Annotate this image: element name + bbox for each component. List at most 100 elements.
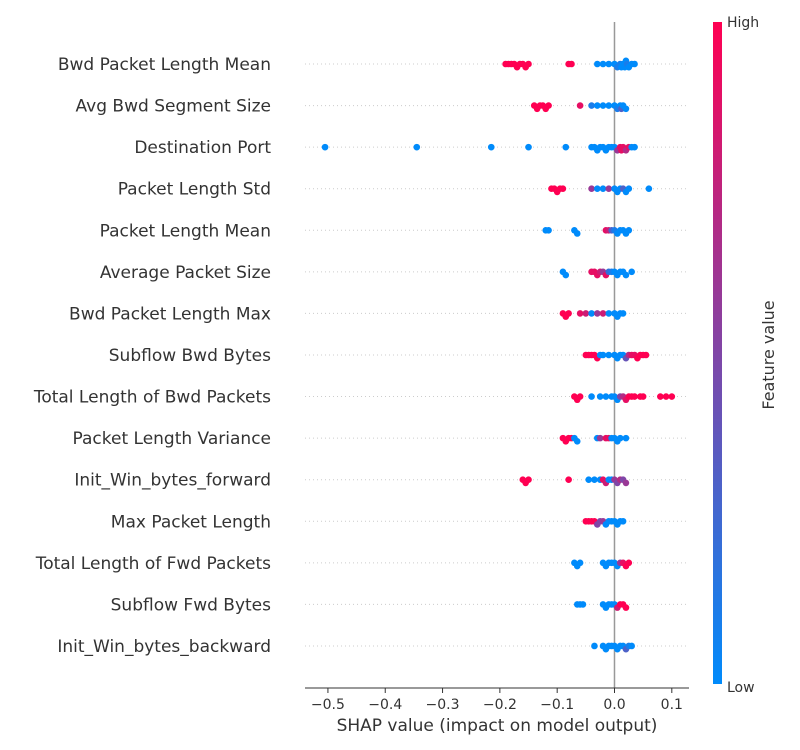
shap-point	[588, 393, 595, 400]
x-tick-label: −0.1	[540, 697, 574, 713]
shap-point	[625, 559, 633, 567]
shap-point	[596, 434, 604, 442]
feature-label: Bwd Packet Length Mean	[58, 55, 271, 75]
shap-point	[568, 60, 575, 68]
shap-point	[525, 476, 532, 484]
colorbar: High Low Feature value	[713, 15, 778, 696]
x-axis-label: SHAP value (impact on model output)	[337, 716, 658, 736]
shap-point	[487, 143, 495, 151]
feature-label: Packet Length Variance	[73, 429, 272, 449]
colorbar-title: Feature value	[759, 300, 778, 409]
shap-point	[559, 185, 567, 193]
shap-point	[545, 226, 552, 234]
shap-point	[622, 105, 630, 113]
feature-label: Subflow Fwd Bytes	[111, 595, 271, 615]
shap-point	[619, 310, 627, 317]
shap-point	[645, 185, 653, 193]
shap-point	[588, 185, 595, 193]
shap-point	[631, 393, 638, 400]
feature-label: Total Length of Bwd Packets	[33, 388, 271, 408]
shap-point	[565, 476, 572, 484]
shap-point	[657, 393, 664, 400]
shap-point	[625, 226, 633, 234]
shap-point	[525, 143, 532, 151]
shap-point	[576, 393, 584, 400]
shap-point	[619, 517, 627, 525]
shap-point	[599, 310, 607, 317]
shap-point	[593, 102, 601, 109]
shap-point	[593, 185, 601, 193]
shap-point	[579, 601, 587, 608]
shap-point	[588, 102, 595, 109]
shap-point	[628, 268, 635, 276]
shap-point	[605, 102, 613, 109]
feature-label: Subflow Bwd Bytes	[109, 346, 271, 366]
shap-point	[628, 642, 635, 650]
x-axis: −0.5 −0.4 −0.3 −0.2 −0.1 0.0 0.1	[305, 687, 689, 713]
shap-point	[591, 476, 598, 484]
x-tick-label: −0.5	[311, 697, 345, 713]
shap-point	[605, 60, 613, 68]
shap-point	[622, 479, 630, 487]
x-tick-label: −0.3	[426, 697, 460, 713]
shap-point	[605, 310, 613, 317]
x-tick-label: −0.4	[368, 697, 402, 713]
feature-label: Avg Bwd Segment Size	[76, 97, 271, 117]
shap-point	[591, 642, 598, 650]
shap-point	[573, 438, 581, 445]
shap-point	[631, 143, 638, 151]
shap-point	[622, 271, 630, 279]
shap-point	[525, 60, 532, 68]
shap-point	[599, 351, 607, 359]
shap-point	[413, 143, 421, 151]
shap-point	[622, 604, 630, 611]
feature-label: Destination Port	[134, 138, 271, 158]
x-tick-label: 0.1	[661, 697, 683, 713]
x-tick-label: −0.2	[483, 697, 517, 713]
shap-point	[631, 60, 638, 68]
feature-label: Total Length of Fwd Packets	[35, 554, 271, 574]
shap-point	[668, 393, 676, 400]
colorbar-high-label: High	[727, 15, 759, 31]
shap-point	[662, 393, 670, 400]
shap-points	[321, 57, 676, 653]
feature-label: Max Packet Length	[111, 512, 271, 532]
shap-point	[576, 559, 584, 567]
shap-point	[565, 310, 572, 317]
colorbar-low-label: Low	[727, 680, 755, 696]
shap-point	[616, 434, 624, 442]
shap-point	[576, 102, 584, 109]
shap-point	[593, 60, 601, 68]
shap-point	[593, 310, 601, 317]
shap-point	[599, 102, 607, 109]
shap-point	[588, 310, 595, 317]
shap-point	[599, 185, 607, 193]
shap-point	[622, 434, 630, 442]
feature-labels: Bwd Packet Length Mean Avg Bwd Segment Si…	[33, 55, 272, 657]
shap-point	[562, 271, 570, 279]
feature-label: Packet Length Mean	[100, 221, 271, 241]
shap-point	[576, 310, 584, 317]
feature-label: Init_Win_bytes_forward	[74, 471, 271, 491]
shap-point	[321, 143, 329, 151]
shap-point	[596, 393, 604, 400]
feature-label: Average Packet Size	[100, 263, 271, 283]
shap-point	[599, 60, 607, 68]
shap-point	[605, 185, 613, 193]
shap-point	[602, 393, 610, 400]
feature-label: Bwd Packet Length Max	[69, 304, 271, 324]
shap-point	[605, 351, 613, 359]
feature-label: Packet Length Std	[118, 180, 271, 200]
colorbar-gradient	[713, 22, 722, 684]
shap-point	[639, 393, 647, 400]
shap-point	[573, 230, 581, 237]
shap-point	[562, 143, 570, 151]
shap-point	[642, 351, 650, 359]
x-tick-label: 0.0	[603, 697, 625, 713]
shap-point	[545, 102, 552, 109]
shap-point	[582, 310, 590, 317]
shap-point	[625, 185, 633, 193]
shap-point	[585, 476, 593, 484]
feature-label: Init_Win_bytes_backward	[57, 637, 271, 657]
